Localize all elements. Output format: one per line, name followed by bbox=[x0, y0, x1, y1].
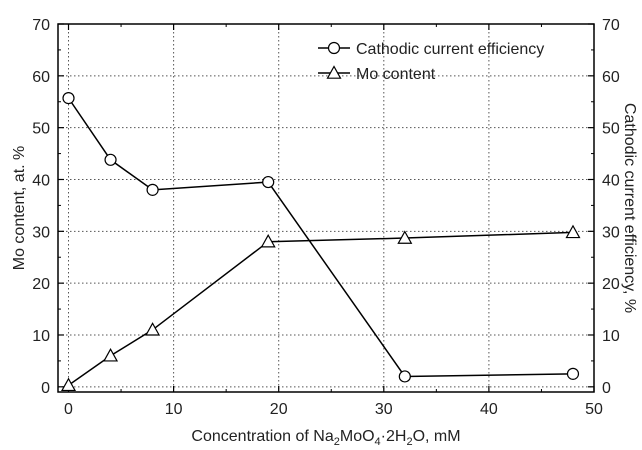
y-right-tick-label: 50 bbox=[602, 121, 620, 138]
data-point bbox=[146, 183, 159, 196]
data-point bbox=[262, 175, 275, 189]
series-line bbox=[67, 97, 573, 378]
y-left-tick-label: 50 bbox=[32, 121, 50, 138]
y-left-tick-label: 70 bbox=[32, 17, 50, 34]
plot-frame bbox=[57, 23, 595, 393]
grid-lines bbox=[58, 24, 594, 392]
y-left-tick-label: 20 bbox=[32, 276, 50, 293]
data-point bbox=[60, 377, 77, 392]
x-tick-label: 30 bbox=[375, 401, 393, 418]
y-right-tick-label: 10 bbox=[602, 328, 620, 345]
series-mo-content bbox=[60, 224, 581, 392]
x-tick-label: 40 bbox=[480, 401, 498, 418]
y-left-tick-label: 0 bbox=[41, 380, 50, 397]
legend: Cathodic current efficiency Mo content bbox=[318, 41, 544, 83]
y-right-tick-label: 40 bbox=[602, 172, 620, 189]
x-axis-title: Concentration of Na2MoO4·2H2O, mM bbox=[191, 428, 460, 448]
data-point bbox=[398, 370, 411, 383]
data-point bbox=[62, 92, 75, 105]
y-left-tick-label: 10 bbox=[32, 328, 50, 345]
data-point bbox=[565, 224, 581, 239]
data-point bbox=[260, 233, 276, 248]
y-right-tick-label: 30 bbox=[602, 224, 620, 241]
y-axis-right-title: Cathodic current efficiency, % bbox=[621, 103, 638, 313]
x-tick-label: 10 bbox=[165, 401, 183, 418]
data-point bbox=[145, 322, 161, 336]
y-right-tick-label: 70 bbox=[602, 17, 620, 34]
legend-marker bbox=[326, 65, 342, 79]
series bbox=[60, 92, 581, 392]
data-point bbox=[103, 347, 119, 362]
data-point bbox=[104, 153, 117, 166]
y-axis-left-title: Mo content, at. % bbox=[11, 146, 28, 271]
legend-label: Cathodic current efficiency bbox=[356, 41, 544, 58]
data-point bbox=[566, 367, 580, 380]
y-left-tick-label: 40 bbox=[32, 172, 50, 189]
series-cathodic-current-efficiency bbox=[62, 92, 580, 383]
series-line bbox=[68, 231, 574, 386]
x-tick-label: 0 bbox=[64, 401, 73, 418]
legend-item: Mo content bbox=[318, 65, 436, 83]
y-right-tick-label: 0 bbox=[602, 380, 611, 397]
y-left-tick-label: 60 bbox=[32, 69, 50, 86]
legend-item: Cathodic current efficiency bbox=[318, 41, 544, 58]
x-tick-label: 50 bbox=[585, 401, 603, 418]
y-right-tick-label: 20 bbox=[602, 276, 620, 293]
y-right-tick-label: 60 bbox=[602, 69, 620, 86]
axis-ticks bbox=[58, 23, 595, 392]
legend-marker bbox=[327, 41, 341, 55]
data-point bbox=[397, 230, 413, 244]
y-left-tick-label: 30 bbox=[32, 224, 50, 241]
legend-label: Mo content bbox=[356, 66, 436, 83]
x-tick-label: 20 bbox=[270, 401, 288, 418]
